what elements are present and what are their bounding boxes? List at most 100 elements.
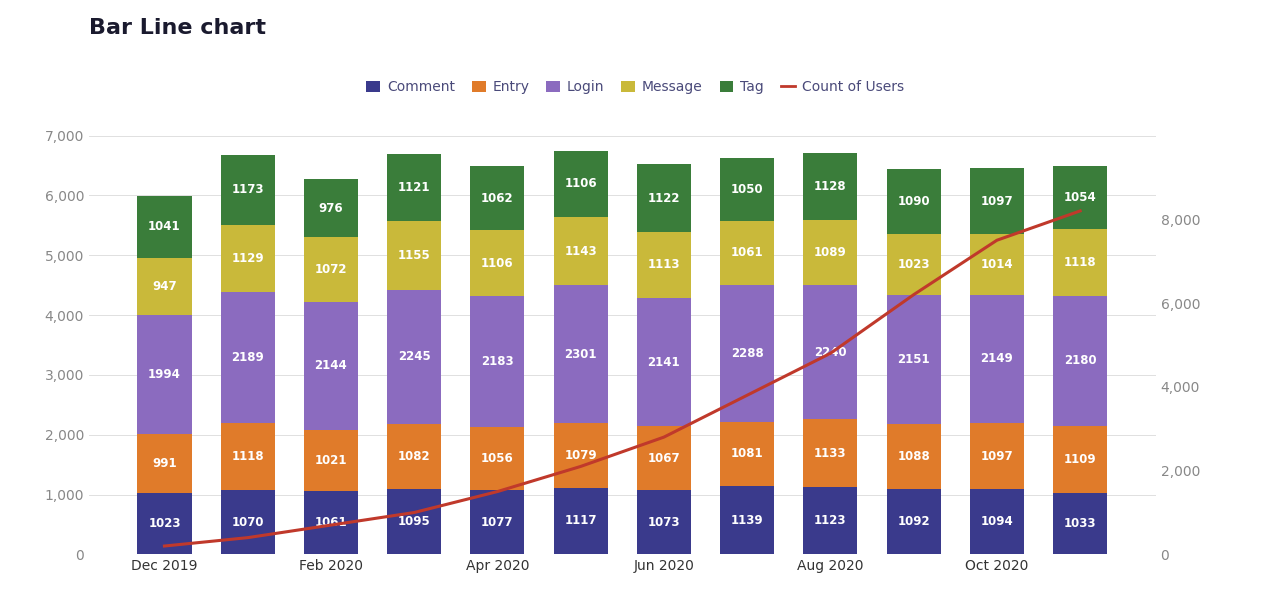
Bar (387, 489, 441, 554)
Text: 1088: 1088 (898, 450, 930, 463)
Text: 1079: 1079 (564, 449, 597, 462)
Text: 1097: 1097 (980, 450, 1013, 463)
Bar (221, 490, 274, 554)
Text: 947: 947 (152, 280, 177, 293)
Text: 2189: 2189 (231, 352, 264, 365)
Text: 2183: 2183 (481, 355, 514, 368)
Count of Users (490, 488, 505, 495)
Bar (886, 169, 941, 234)
Bar (304, 491, 358, 554)
Count of Users (406, 509, 422, 516)
Text: 2144: 2144 (315, 359, 347, 372)
Count of Users (989, 237, 1005, 244)
Text: 1143: 1143 (564, 245, 597, 257)
Bar (804, 487, 857, 554)
Count of Users (573, 463, 588, 470)
Bar (636, 298, 691, 426)
Count of Users (324, 521, 339, 529)
Bar (137, 196, 192, 258)
Bar (886, 424, 941, 489)
Bar (804, 419, 857, 487)
Bar (137, 434, 192, 493)
Text: 1094: 1094 (980, 515, 1013, 528)
Text: 2151: 2151 (898, 353, 930, 366)
Text: 2141: 2141 (648, 356, 681, 369)
Text: 1023: 1023 (898, 258, 930, 271)
Text: 1072: 1072 (315, 263, 347, 276)
Text: 1118: 1118 (1064, 256, 1096, 269)
Bar (970, 234, 1024, 294)
Bar (387, 153, 441, 221)
Text: 1155: 1155 (398, 249, 431, 262)
Text: 1095: 1095 (398, 515, 431, 528)
Text: 1056: 1056 (481, 452, 514, 465)
Text: 1109: 1109 (1064, 453, 1096, 466)
Text: 1097: 1097 (980, 195, 1013, 208)
Bar (1053, 493, 1107, 554)
Bar (970, 489, 1024, 554)
Text: 1121: 1121 (398, 180, 431, 193)
Bar (720, 221, 775, 285)
Text: 2180: 2180 (1064, 354, 1096, 368)
Text: 2288: 2288 (730, 347, 763, 360)
Text: 1123: 1123 (814, 514, 847, 527)
Bar (720, 158, 775, 221)
Bar (636, 426, 691, 490)
Bar (221, 293, 274, 423)
Bar (804, 220, 857, 285)
Text: 1077: 1077 (481, 516, 513, 529)
Line: Count of Users: Count of Users (164, 211, 1081, 546)
Bar (1053, 296, 1107, 426)
Text: 1067: 1067 (648, 452, 681, 464)
Text: 1061: 1061 (730, 246, 763, 259)
Bar (554, 487, 608, 554)
Bar (970, 168, 1024, 234)
Text: 1054: 1054 (1064, 191, 1096, 204)
Bar (886, 295, 941, 424)
Text: 1122: 1122 (648, 192, 681, 205)
Bar (137, 258, 192, 315)
Text: 1033: 1033 (1064, 517, 1096, 530)
Bar (304, 430, 358, 491)
Count of Users (240, 534, 255, 541)
Text: 2240: 2240 (814, 346, 847, 359)
Text: 1092: 1092 (898, 515, 930, 529)
Bar (554, 423, 608, 487)
Text: 1117: 1117 (564, 514, 597, 527)
Text: 2245: 2245 (398, 351, 431, 363)
Text: 1041: 1041 (149, 221, 180, 233)
Bar (804, 153, 857, 220)
Bar (886, 234, 941, 295)
Bar (387, 221, 441, 290)
Text: 1023: 1023 (149, 517, 180, 530)
Bar (636, 232, 691, 298)
Bar (221, 225, 274, 293)
Count of Users (906, 291, 921, 298)
Text: 1021: 1021 (315, 454, 347, 467)
Bar (470, 296, 525, 427)
Text: 1994: 1994 (149, 368, 180, 381)
Bar (720, 285, 775, 421)
Text: 1070: 1070 (231, 516, 264, 529)
Text: 1139: 1139 (730, 514, 763, 527)
Bar (636, 490, 691, 554)
Text: 1014: 1014 (980, 258, 1013, 271)
Text: 2149: 2149 (980, 352, 1013, 365)
Bar (304, 301, 358, 430)
Count of Users (739, 392, 754, 399)
Text: 1129: 1129 (231, 252, 264, 265)
Text: 1128: 1128 (814, 180, 847, 193)
Bar (470, 427, 525, 490)
Text: 1050: 1050 (730, 183, 763, 197)
Bar (387, 290, 441, 424)
Bar (636, 164, 691, 232)
Bar (1053, 426, 1107, 493)
Bar (804, 285, 857, 419)
Text: 1106: 1106 (564, 177, 597, 190)
Text: Bar Line chart: Bar Line chart (89, 18, 265, 38)
Bar (554, 285, 608, 423)
Bar (137, 493, 192, 554)
Text: 1061: 1061 (315, 516, 347, 529)
Text: 991: 991 (152, 457, 177, 470)
Bar (304, 237, 358, 301)
